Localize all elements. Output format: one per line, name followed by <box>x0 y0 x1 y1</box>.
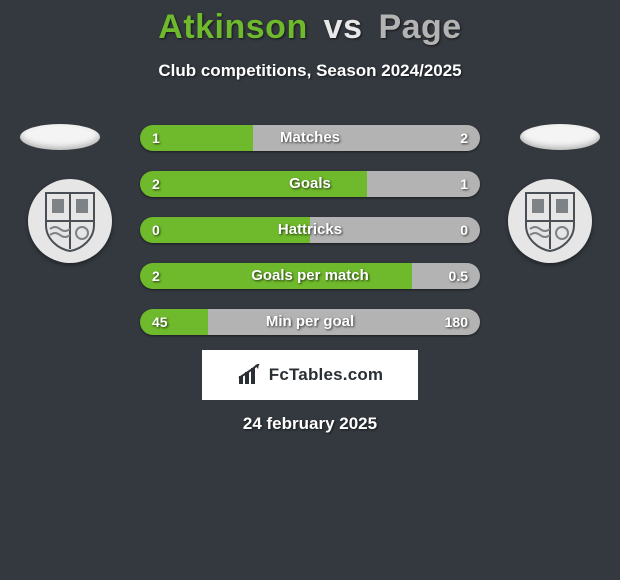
stat-bar-left <box>140 171 367 197</box>
stat-bar-right <box>310 217 480 243</box>
player1-crest <box>28 179 112 263</box>
player2-name: Page <box>378 8 461 46</box>
bar-chart-icon <box>237 364 263 386</box>
stat-bar-right <box>208 309 480 335</box>
stat-bar-left <box>140 125 253 151</box>
vs-separator: vs <box>324 8 363 46</box>
player1-flag <box>20 124 100 150</box>
snapshot-date: 24 february 2025 <box>0 414 620 434</box>
player2-flag <box>520 124 600 150</box>
brand-box: FcTables.com <box>202 350 418 400</box>
footer: FcTables.com 24 february 2025 <box>0 350 620 434</box>
stat-bar-left <box>140 263 412 289</box>
stat-row: Goals per match20.5 <box>140 263 480 289</box>
stat-row: Min per goal45180 <box>140 309 480 335</box>
comparison-title: Atkinson vs Page <box>0 0 620 47</box>
player2-crest <box>508 179 592 263</box>
stat-bar-right <box>253 125 480 151</box>
player1-name: Atkinson <box>158 8 307 46</box>
stat-row: Matches12 <box>140 125 480 151</box>
stats-panel: Matches12 Goals21 Hattricks00 Goals per mat… <box>140 125 480 355</box>
shield-icon <box>522 189 578 253</box>
brand-text: FcTables.com <box>269 365 384 385</box>
comparison-subtitle: Club competitions, Season 2024/2025 <box>0 61 620 81</box>
shield-icon <box>42 189 98 253</box>
stat-bar-right <box>412 263 480 289</box>
stat-row: Goals21 <box>140 171 480 197</box>
stat-row: Hattricks00 <box>140 217 480 243</box>
stat-bar-right <box>367 171 480 197</box>
stat-bar-left <box>140 217 310 243</box>
stat-bar-left <box>140 309 208 335</box>
